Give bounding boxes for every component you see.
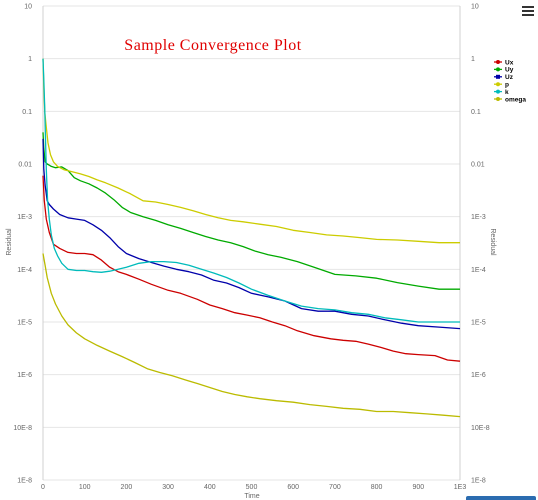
y-axis-label-right: Residual <box>489 228 496 256</box>
x-tick-label: 500 <box>246 484 258 491</box>
y-tick-label: 1E-5 <box>17 320 32 327</box>
y-tick-label: 0.1 <box>22 109 32 116</box>
y-tick-label-right: 1E-3 <box>471 214 486 221</box>
scrollbar[interactable] <box>466 496 536 500</box>
y-tick-label: 1E-4 <box>17 267 32 274</box>
y-tick-label: 1E-8 <box>17 478 32 485</box>
legend-item-Uy[interactable]: Uy <box>494 67 514 74</box>
y-tick-label-right: 1E-5 <box>471 320 486 327</box>
legend-label: Uy <box>505 67 514 74</box>
legend-label: Uz <box>505 74 514 81</box>
y-tick-label: 1 <box>28 56 32 63</box>
legend-marker <box>496 97 500 101</box>
legend-item-k[interactable]: k <box>494 89 509 96</box>
y-tick-label-right: 1E-8 <box>471 478 486 485</box>
legend-item-Uz[interactable]: Uz <box>494 74 514 81</box>
series-line-omega <box>42 253 461 418</box>
x-tick-label: 600 <box>287 484 299 491</box>
series-line-Ux <box>42 175 461 362</box>
y-tick-label-right: 0.1 <box>471 109 481 116</box>
y-tick-label: 1E-6 <box>17 372 32 379</box>
series-lines <box>42 58 461 418</box>
legend-marker <box>496 74 500 79</box>
legend-item-omega[interactable]: omega <box>494 96 526 103</box>
legend-label: k <box>505 89 509 96</box>
legend-item-Ux[interactable]: Ux <box>494 59 514 66</box>
grid-lines <box>43 5 460 481</box>
y-tick-label-right: 1E-6 <box>471 372 486 379</box>
series-line-k <box>42 58 460 323</box>
legend-marker <box>496 82 500 87</box>
x-tick-label: 800 <box>371 484 383 491</box>
y-tick-label-right: 1 <box>471 56 475 63</box>
axes: 10 10 1 1 0.1 0.1 0.01 0.01 1E-3 1E-3 1E-4 1E-4 1E-5… <box>13 4 489 492</box>
x-tick-label: 0 <box>41 484 45 491</box>
y-tick-label-right: 1E-4 <box>471 267 486 274</box>
y-tick-label-right: 10 <box>471 4 479 11</box>
legend-label: Ux <box>505 59 514 66</box>
y-axis-label: Residual <box>6 228 13 256</box>
x-tick-label: 400 <box>204 484 216 491</box>
series-line-p <box>42 58 460 244</box>
x-tick-label: 900 <box>412 484 424 491</box>
legend-marker <box>496 89 500 94</box>
legend-item-p[interactable]: p <box>494 82 509 89</box>
legend-marker <box>496 60 500 64</box>
hamburger-menu-icon[interactable] <box>522 6 534 18</box>
y-tick-label: 10E-8 <box>13 425 32 432</box>
x-tick-label: 700 <box>329 484 341 491</box>
legend-marker <box>496 67 500 72</box>
legend-label: omega <box>505 96 526 103</box>
x-tick-label: 300 <box>162 484 174 491</box>
x-tick-label: 1E3 <box>454 484 467 491</box>
y-tick-label-right: 0.01 <box>471 162 485 169</box>
chart-title: Sample Convergence Plot <box>124 37 301 54</box>
x-axis-label: Time <box>244 493 259 500</box>
y-tick-label: 1E-3 <box>17 214 32 221</box>
series-line-Uy <box>42 132 460 290</box>
legend-label: p <box>505 82 509 89</box>
series-line-Uz <box>42 138 461 330</box>
x-tick-label: 100 <box>79 484 91 491</box>
y-tick-label-right: 10E-8 <box>471 425 490 432</box>
y-tick-label: 10 <box>24 4 32 11</box>
y-tick-label: 0.01 <box>18 162 32 169</box>
x-tick-label: 200 <box>121 484 133 491</box>
